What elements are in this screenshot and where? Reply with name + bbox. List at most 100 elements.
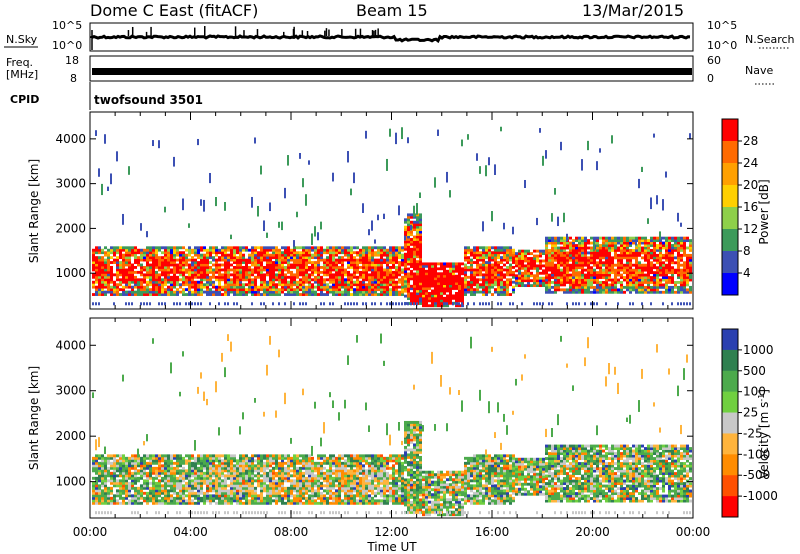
heatmap-cell: [152, 491, 155, 495]
heatmap-cell: [194, 266, 197, 269]
heatmap-cell: [224, 454, 227, 458]
heatmap-cell: [563, 281, 566, 284]
colorbar-tick-label: 4: [743, 266, 751, 280]
heatmap-cell: [311, 290, 314, 294]
heatmap-cell: [161, 266, 164, 269]
heatmap-cell: [254, 248, 257, 252]
heatmap-cell: [125, 489, 128, 493]
heatmap-cell: [209, 256, 212, 260]
heatmap-cell: [335, 261, 338, 264]
heatmap-cell: [269, 258, 272, 262]
heatmap-cell: [533, 266, 536, 270]
heatmap-cell: [572, 249, 575, 252]
heatmap-cell: [191, 258, 194, 262]
heatmap-cell: [200, 258, 203, 262]
heatmap-cell: [674, 244, 677, 247]
heatmap-cell: [227, 476, 230, 480]
heatmap-cell: [305, 275, 308, 279]
heatmap-cell: [137, 471, 140, 475]
heatmap-cell: [617, 241, 620, 245]
heatmap-cell: [218, 454, 221, 458]
heatmap-cell: [116, 248, 119, 252]
heatmap-cell: [305, 248, 308, 252]
heatmap-cell: [434, 299, 437, 303]
heatmap-cell: [209, 471, 212, 475]
heatmap-cell: [449, 272, 452, 276]
heatmap-cell: [476, 288, 479, 292]
heatmap-cell: [323, 288, 326, 292]
heatmap-cell: [119, 481, 122, 485]
heatmap-cell: [344, 248, 347, 252]
heatmap-cell: [560, 253, 563, 257]
heatmap-cell: [572, 290, 575, 294]
heatmap-cell: [188, 283, 191, 287]
heatmap-cell: [134, 270, 137, 274]
heatmap-cell: [467, 134, 469, 140]
heatmap-cell: [134, 501, 137, 505]
heatmap-cell: [467, 288, 470, 292]
heatmap-cell: [242, 489, 245, 493]
heatmap-cell: [461, 267, 464, 271]
heatmap-cell: [149, 456, 152, 460]
heatmap-cell: [440, 282, 443, 285]
heatmap-cell: [116, 258, 119, 262]
heatmap-cell: [107, 290, 110, 294]
heatmap-cell: [164, 293, 167, 296]
heatmap-cell: [434, 269, 437, 273]
heatmap-cell: [632, 276, 635, 279]
nsky-label: N.Sky: [6, 33, 38, 46]
heatmap-cell: [602, 239, 605, 243]
heatmap-cell: [320, 288, 323, 292]
heatmap-cell: [248, 278, 251, 282]
heatmap-cell: [485, 280, 488, 284]
heatmap-cell: [203, 256, 206, 260]
heatmap-cell: [203, 466, 206, 470]
heatmap-cell: [629, 256, 632, 260]
heatmap-cell: [287, 283, 290, 287]
heatmap-cell: [644, 244, 647, 247]
heatmap-cell: [650, 266, 653, 270]
heatmap-cell: [608, 283, 611, 287]
heatmap-cell: [494, 246, 497, 250]
heatmap-cell: [173, 501, 176, 505]
heatmap-cell: [164, 494, 167, 498]
heatmap-cell: [617, 288, 620, 292]
heatmap-cell: [404, 265, 407, 268]
heatmap-cell: [146, 288, 149, 292]
heatmap-cell: [533, 281, 536, 285]
heatmap-cell: [128, 280, 131, 284]
heatmap-cell: [455, 291, 458, 295]
heatmap-cell: [629, 288, 632, 292]
heatmap-cell: [137, 248, 140, 252]
heatmap-cell: [578, 281, 581, 284]
heatmap-cell: [203, 456, 206, 460]
heatmap-cell: [605, 261, 608, 265]
heatmap-cell: [566, 256, 569, 260]
heatmap-cell: [164, 268, 167, 272]
heatmap-cell: [158, 248, 161, 252]
heatmap-cell: [98, 293, 101, 296]
heatmap-cell: [92, 491, 95, 495]
heatmap-cell: [464, 263, 467, 267]
heatmap-cell: [311, 233, 313, 245]
heatmap-cell: [335, 251, 338, 255]
heatmap-cell: [98, 278, 101, 282]
heatmap-cell: [554, 188, 556, 195]
heatmap-cell: [524, 249, 527, 253]
heatmap-cell: [131, 486, 134, 490]
heatmap-cell: [125, 486, 128, 490]
heatmap-cell: [191, 251, 194, 255]
heatmap-cell: [161, 246, 164, 250]
heatmap-cell: [122, 213, 124, 225]
heatmap-cell: [272, 290, 275, 294]
heatmap-cell: [107, 459, 110, 463]
heatmap-cell: [92, 464, 95, 468]
heatmap-cell: [287, 270, 290, 274]
heatmap-cell: [203, 273, 206, 277]
heatmap-cell: [197, 266, 200, 269]
heatmap-cell: [581, 271, 584, 275]
heatmap-cell: [209, 489, 212, 493]
heatmap-cell: [143, 285, 146, 289]
heatmap-cell: [515, 259, 518, 263]
heatmap-cell: [158, 481, 161, 485]
